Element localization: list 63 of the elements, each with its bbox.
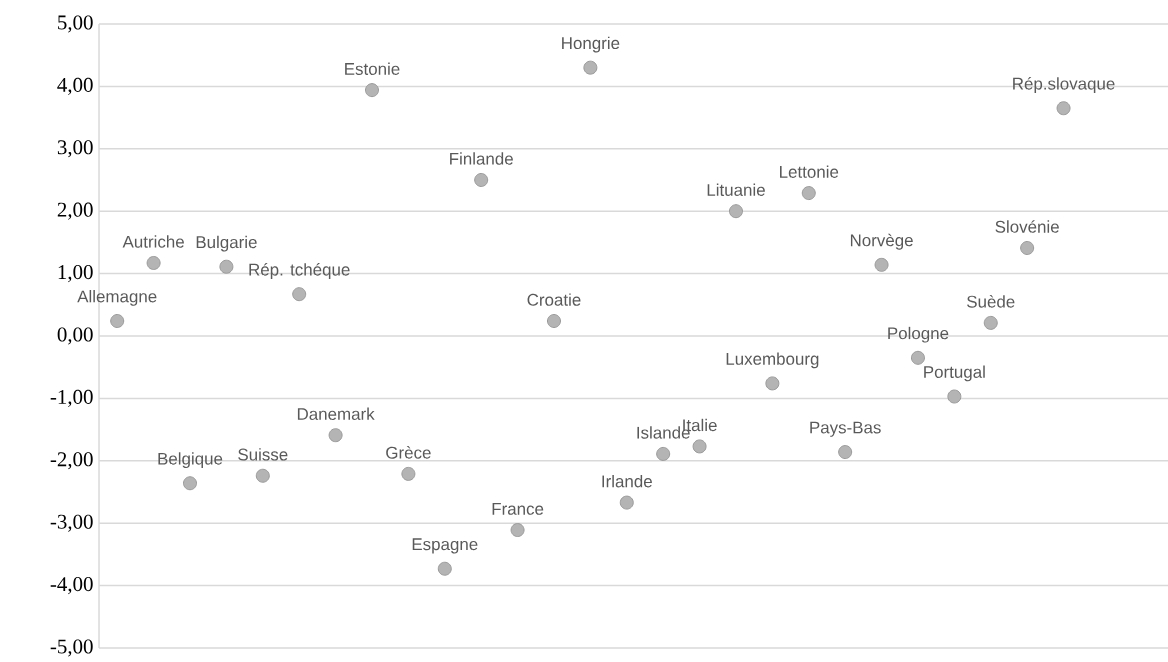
point <box>583 60 598 75</box>
point <box>146 255 161 270</box>
x-tick-label: Lituanie <box>707 183 765 196</box>
point <box>728 204 743 219</box>
point <box>510 523 525 538</box>
point <box>437 561 452 576</box>
x-tick-label: Belgique <box>158 452 223 469</box>
point <box>656 446 671 461</box>
y-tick-label: -3,00 <box>50 514 93 532</box>
x-tick-label: Norvège <box>850 233 913 250</box>
y-tick-label: 2,00 <box>57 202 93 220</box>
x-tick-label: Portugal <box>924 365 985 382</box>
y-tick-label: 3,00 <box>57 140 93 158</box>
point <box>801 186 816 201</box>
y-tick-label: -2,00 <box>50 452 93 470</box>
point <box>910 350 925 365</box>
point <box>619 495 634 510</box>
y-tick-label: -4,00 <box>50 577 93 595</box>
point <box>110 314 125 329</box>
x-tick-label: Hongrie <box>562 36 620 53</box>
x-tick-label: Suisse <box>238 448 288 461</box>
x-tick-label: Slovénie <box>995 220 1059 233</box>
point <box>292 287 307 302</box>
point <box>401 466 416 481</box>
x-tick-label: Pologne <box>888 326 949 343</box>
point <box>1056 101 1071 116</box>
x-tick-label: Croatie <box>527 293 581 306</box>
x-tick-label: Pays-Bas <box>810 421 881 437</box>
x-tick-label: Rép. tchéque <box>249 262 350 279</box>
x-tick-label: Danemark <box>297 407 375 421</box>
x-tick-label: Suède <box>967 295 1015 308</box>
y-tick-label: -5,00 <box>50 639 93 657</box>
point <box>474 172 489 187</box>
y-tick-label: 1,00 <box>58 265 93 283</box>
point <box>183 476 197 491</box>
x-tick-label: Allemagne <box>77 290 157 306</box>
point <box>1020 241 1035 255</box>
point <box>765 376 780 391</box>
point <box>874 257 889 272</box>
x-tick-label: France <box>492 503 544 515</box>
x-tick-label: Luxembourg <box>726 352 819 369</box>
x-tick-label: Autriche <box>122 235 184 248</box>
y-tick-label: 0,00 <box>57 327 93 345</box>
point <box>838 445 853 460</box>
y-tick-label: -1,00 <box>50 389 93 407</box>
x-tick-label: Rép.slovaque <box>1013 77 1115 94</box>
point <box>255 468 270 483</box>
point <box>546 314 561 329</box>
y-tick-label: 5,00 <box>58 15 93 33</box>
point <box>365 83 379 98</box>
y-tick-label: 4,00 <box>57 77 93 95</box>
x-tick-label: Bulgarie <box>196 235 257 252</box>
x-tick-label: Irlande <box>602 474 652 488</box>
x-tick-label: Estonie <box>345 62 400 75</box>
x-tick-label: Lettonie <box>780 165 839 178</box>
x-tick-label: Finlande <box>450 152 513 165</box>
point <box>947 389 962 404</box>
point <box>328 428 343 443</box>
point <box>219 259 234 274</box>
point <box>983 315 998 330</box>
x-tick-label: Espagne <box>412 538 478 554</box>
point <box>692 439 707 454</box>
x-tick-label: Grèce <box>386 446 431 459</box>
